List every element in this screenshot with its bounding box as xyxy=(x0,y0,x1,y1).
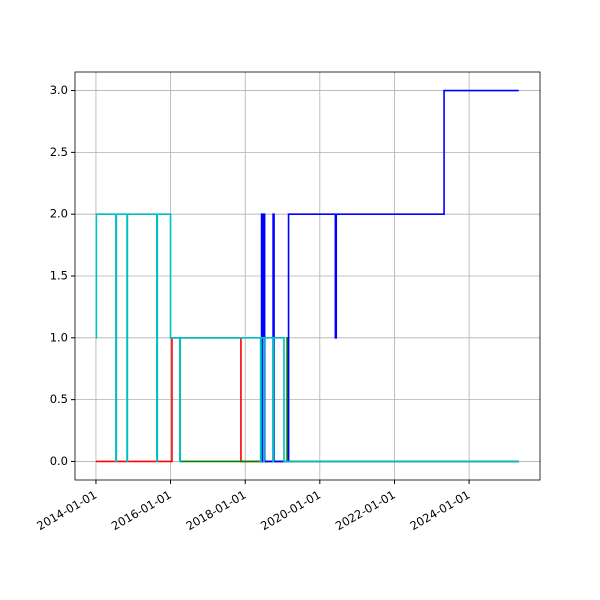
x-tick-label: 2018-01-01 xyxy=(184,488,249,534)
x-tick-label: 2020-01-01 xyxy=(258,488,323,534)
y-tick-label: 0.5 xyxy=(50,392,68,406)
y-tick-label: 1.0 xyxy=(50,330,68,344)
y-tick-label: 3.0 xyxy=(50,83,68,97)
y-tick-label: 0.0 xyxy=(50,454,68,468)
series-line xyxy=(95,213,519,463)
x-tick-label: 2022-01-01 xyxy=(333,488,398,534)
x-tick-label: 2016-01-01 xyxy=(109,488,174,534)
y-tick-label: 1.5 xyxy=(50,269,68,283)
plot-frame xyxy=(74,71,541,481)
y-tick-label: 2.0 xyxy=(50,207,68,221)
x-tick-label: 2024-01-01 xyxy=(407,488,472,534)
x-tick-label: 2014-01-01 xyxy=(34,488,99,534)
y-tick-label: 2.5 xyxy=(50,145,68,159)
